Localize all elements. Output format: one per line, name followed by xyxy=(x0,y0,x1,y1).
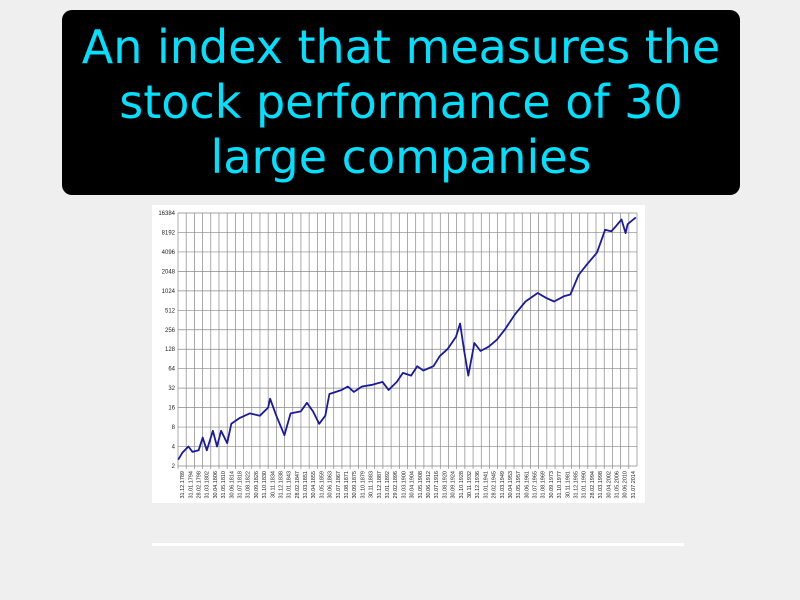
x-tick-label: 30.04.1904 xyxy=(410,471,416,499)
x-tick-label: 31.03.1851 xyxy=(303,471,309,499)
x-tick-label: 31.07.1965 xyxy=(533,471,539,499)
x-tick-label: 30.11.1834 xyxy=(270,471,276,498)
y-tick-label: 256 xyxy=(165,328,176,334)
x-tick-label: 30.04.1855 xyxy=(311,471,317,499)
y-tick-label: 1024 xyxy=(162,289,176,295)
x-tick-label: 31.01.1892 xyxy=(385,471,391,499)
y-tick-label: 2048 xyxy=(162,269,176,275)
x-tick-label: 31.01.1794 xyxy=(188,471,194,499)
y-tick-label: 2 xyxy=(172,464,176,470)
chart-image: 2 4 8 16 32 64 128 256 512 1024 2048 4096 8192 16384 3… xyxy=(152,205,645,503)
x-tick-label: 31.03.1900 xyxy=(401,471,407,499)
x-tick-label: 31.01.1990 xyxy=(582,471,588,499)
x-tick-label: 30.11.1932 xyxy=(467,471,473,498)
x-tick-label: 30.04.1953 xyxy=(508,471,514,499)
y-tick-label: 512 xyxy=(165,308,176,314)
x-tick-label: 31.03.1998 xyxy=(598,471,604,499)
index-series-line xyxy=(177,216,637,461)
x-tick-label: 31.07.1916 xyxy=(434,471,440,499)
x-tick-label: 31.05.2006 xyxy=(615,471,621,499)
x-tick-label: 31.03.1802 xyxy=(205,471,211,499)
x-tick-label: 31.12.1789 xyxy=(180,471,186,499)
x-tick-label: 28.02.1945 xyxy=(492,471,498,499)
definition-banner: An index that measures the stock perform… xyxy=(62,10,740,195)
y-tick-label: 32 xyxy=(168,386,175,392)
x-tick-label: 30.04.2002 xyxy=(606,471,612,499)
x-tick-label: 31.05.1810 xyxy=(221,471,227,499)
x-tick-label: 31.05.1908 xyxy=(418,471,424,499)
x-tick-label: 30.11.1981 xyxy=(565,471,571,498)
y-tick-label: 4096 xyxy=(162,250,176,256)
x-tick-label: 31.10.1879 xyxy=(360,471,366,499)
x-tick-label: 28.02.1798 xyxy=(196,471,202,499)
x-tick-label: 30.06.1814 xyxy=(229,471,235,499)
x-tick-label: 31.03.1949 xyxy=(500,471,506,499)
y-tick-label: 8192 xyxy=(162,230,176,236)
x-tick-label: 30.06.1961 xyxy=(524,471,530,499)
x-tick-label: 31.12.1936 xyxy=(475,471,481,499)
x-tick-label: 31.12.1985 xyxy=(574,471,580,499)
dow-jones-chart: 2 4 8 16 32 64 128 256 512 1024 2048 4096 8192 16384 3… xyxy=(158,211,638,499)
x-tick-label: 29.02.1896 xyxy=(393,471,399,499)
x-tick-label: 30.09.1924 xyxy=(451,471,457,499)
x-tick-label: 31.12.1887 xyxy=(377,471,383,499)
x-tick-label: 30.06.1863 xyxy=(328,471,334,499)
x-tick-label: 31.10.1977 xyxy=(557,471,563,499)
x-tick-label: 31.05.1859 xyxy=(319,471,325,499)
x-tick-label: 30.04.1806 xyxy=(213,471,219,499)
y-tick-label: 16384 xyxy=(158,211,175,217)
x-tick-label: 31.07.1867 xyxy=(336,471,342,499)
x-tick-label: 31.08.1920 xyxy=(442,471,448,499)
x-tick-label: 30.09.1826 xyxy=(254,471,260,499)
y-tick-label: 64 xyxy=(168,367,175,373)
y-tick-label: 8 xyxy=(172,425,176,431)
x-tick-label: 31.01.1843 xyxy=(287,471,293,499)
x-tick-label: 31.08.1871 xyxy=(344,471,350,499)
y-tick-label: 4 xyxy=(172,445,176,451)
x-tick-label: 30.06.1912 xyxy=(426,471,432,499)
x-tick-label: 31.10.1928 xyxy=(459,471,465,499)
y-tick-label: 128 xyxy=(165,347,176,353)
x-tick-label: 31.05.1957 xyxy=(516,471,522,499)
x-tick-label: 31.01.1941 xyxy=(483,471,489,499)
x-tick-label: 31.10.1830 xyxy=(262,471,268,499)
x-tick-label: 31.07.1818 xyxy=(237,471,243,499)
x-tick-label: 28.02.1847 xyxy=(295,471,301,499)
x-tick-label: 30.11.1883 xyxy=(369,471,375,498)
x-tick-label: 31.08.1822 xyxy=(246,471,252,499)
x-tick-label: 31.12.1838 xyxy=(278,471,284,499)
x-tick-label: 30.09.1973 xyxy=(549,471,555,499)
x-tick-label: 31.07.2014 xyxy=(631,471,637,499)
x-tick-label: 30.06.2010 xyxy=(623,471,629,499)
x-tick-label: 31.08.1969 xyxy=(541,471,547,499)
answer-divider xyxy=(152,543,684,546)
x-tick-label: 30.09.1875 xyxy=(352,471,358,499)
y-tick-label: 16 xyxy=(168,406,175,412)
definition-text: An index that measures the stock perform… xyxy=(81,20,721,184)
x-tick-label: 28.02.1994 xyxy=(590,471,596,499)
